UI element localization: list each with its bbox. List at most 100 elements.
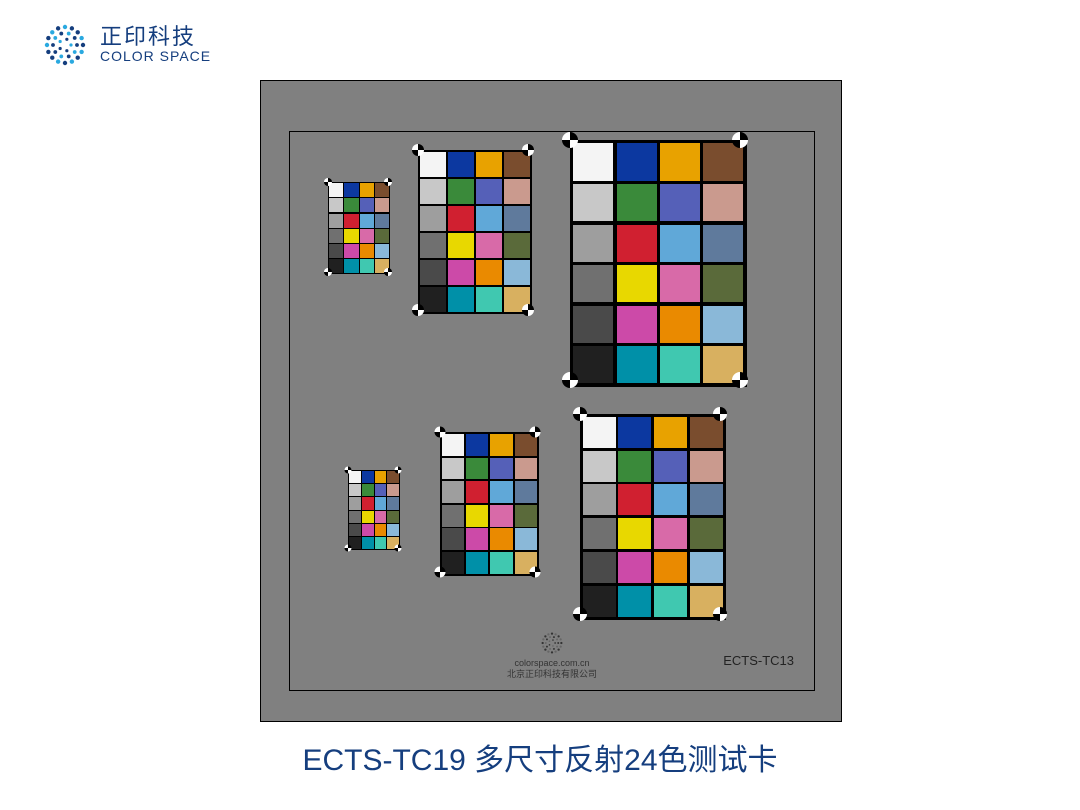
color-chart-3	[348, 470, 400, 550]
color-patch	[654, 518, 687, 549]
color-patch	[490, 434, 512, 456]
color-patch	[442, 481, 464, 503]
color-patch	[387, 524, 399, 536]
color-patch	[466, 434, 488, 456]
fiducial-marker	[435, 567, 446, 578]
color-patch	[618, 552, 651, 583]
color-patch	[375, 484, 387, 496]
color-patch	[654, 552, 687, 583]
color-patch	[375, 214, 389, 228]
color-patch	[618, 518, 651, 549]
color-patch	[360, 214, 374, 228]
color-patch	[617, 184, 657, 221]
color-chart-grid	[580, 414, 726, 620]
color-patch	[690, 451, 723, 482]
color-patch	[583, 451, 616, 482]
color-patch	[617, 265, 657, 302]
color-patch	[573, 346, 613, 383]
color-patch	[344, 214, 358, 228]
color-patch	[504, 233, 530, 258]
color-patch	[476, 206, 502, 231]
color-patch	[329, 229, 343, 243]
color-patch	[476, 179, 502, 204]
color-patch	[420, 179, 446, 204]
fiducial-marker	[412, 144, 424, 156]
color-patch	[490, 458, 512, 480]
color-patch	[504, 206, 530, 231]
color-chart-grid	[440, 432, 539, 576]
color-patch	[618, 417, 651, 448]
fiducial-marker	[530, 427, 541, 438]
fiducial-marker	[435, 427, 446, 438]
color-patch	[375, 198, 389, 212]
color-patch	[329, 244, 343, 258]
color-patch	[466, 458, 488, 480]
color-patch	[617, 346, 657, 383]
color-patch	[344, 229, 358, 243]
logo-icon	[40, 20, 90, 70]
color-patch	[660, 306, 700, 343]
color-patch	[654, 451, 687, 482]
color-patch	[703, 265, 743, 302]
color-patch	[583, 417, 616, 448]
color-patch	[466, 552, 488, 574]
color-patch	[515, 528, 537, 550]
color-patch	[329, 183, 343, 197]
color-patch	[344, 244, 358, 258]
brand-logo: 正印科技 COLOR SPACE	[40, 20, 211, 70]
color-patch	[375, 229, 389, 243]
fiducial-marker	[530, 567, 541, 578]
color-patch	[476, 152, 502, 177]
color-patch	[583, 484, 616, 515]
color-patch	[387, 484, 399, 496]
color-chart-grid	[418, 150, 532, 314]
color-patch	[420, 287, 446, 312]
color-patch	[690, 518, 723, 549]
color-patch	[617, 225, 657, 262]
color-patch	[349, 524, 361, 536]
color-patch	[466, 505, 488, 527]
color-patch	[573, 265, 613, 302]
color-patch	[362, 511, 374, 523]
logo-text: 正印科技 COLOR SPACE	[100, 25, 211, 65]
footer-company: 北京正印科技有限公司	[290, 669, 814, 680]
fiducial-marker	[732, 372, 748, 388]
color-patch	[375, 244, 389, 258]
color-patch	[448, 179, 474, 204]
color-patch	[375, 524, 387, 536]
color-patch	[360, 183, 374, 197]
footer-logo-icon	[539, 630, 565, 656]
fiducial-marker	[732, 132, 748, 148]
fiducial-marker	[395, 545, 402, 552]
color-patch	[583, 586, 616, 617]
color-patch	[442, 528, 464, 550]
color-chart-1	[418, 150, 532, 314]
fiducial-marker	[522, 304, 534, 316]
color-patch	[466, 481, 488, 503]
color-patch	[654, 417, 687, 448]
color-patch	[349, 484, 361, 496]
fiducial-marker	[324, 268, 332, 276]
color-patch	[660, 143, 700, 180]
color-patch	[420, 152, 446, 177]
color-chart-4	[440, 432, 539, 576]
color-patch	[654, 586, 687, 617]
color-patch	[583, 518, 616, 549]
color-patch	[490, 528, 512, 550]
color-patch	[618, 451, 651, 482]
color-patch	[448, 260, 474, 285]
logo-en: COLOR SPACE	[100, 49, 211, 64]
fiducial-marker	[384, 178, 392, 186]
color-patch	[617, 143, 657, 180]
color-patch	[360, 244, 374, 258]
color-patch	[362, 497, 374, 509]
color-patch	[490, 552, 512, 574]
color-patch	[703, 225, 743, 262]
color-patch	[362, 484, 374, 496]
color-patch	[476, 260, 502, 285]
color-chart-2	[570, 140, 747, 387]
color-patch	[573, 184, 613, 221]
color-patch	[573, 225, 613, 262]
color-patch	[573, 143, 613, 180]
color-patch	[448, 287, 474, 312]
